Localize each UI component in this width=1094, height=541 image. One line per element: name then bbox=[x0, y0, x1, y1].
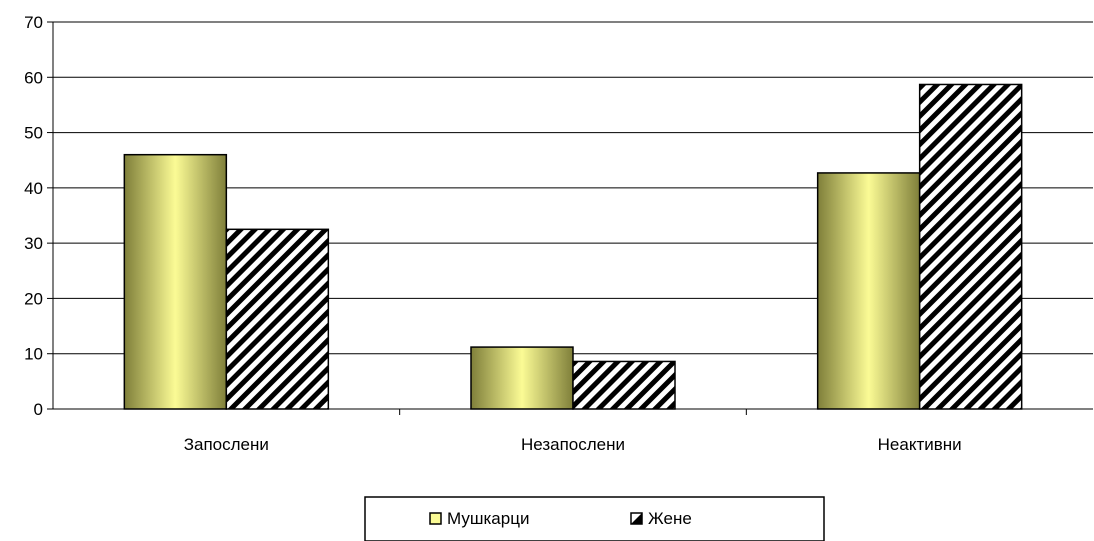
y-tick-label: 0 bbox=[34, 400, 43, 419]
legend-swatch-men bbox=[429, 512, 442, 525]
y-tick-label: 60 bbox=[24, 68, 43, 87]
bar-men-0 bbox=[123, 153, 228, 410]
y-tick-label: 20 bbox=[24, 289, 43, 308]
bar-women-2 bbox=[918, 83, 1023, 410]
x-category-label: Незапослени bbox=[521, 435, 625, 454]
legend-swatch-hatch-mark bbox=[631, 513, 642, 524]
bar-men-1 bbox=[470, 346, 574, 410]
y-tick-label: 10 bbox=[24, 345, 43, 364]
y-tick-label: 30 bbox=[24, 234, 43, 253]
y-tick-label: 40 bbox=[24, 179, 43, 198]
x-category-label: Неактивни bbox=[878, 435, 962, 454]
legend-label: Жене bbox=[648, 509, 692, 528]
legend: Мушкарци Жене bbox=[364, 496, 825, 541]
legend-label: Мушкарци bbox=[447, 509, 529, 528]
axes bbox=[47, 21, 1093, 415]
axis-labels: 0 10 20 30 40 50 60 70 Запослени Незапослени Неакт… bbox=[24, 13, 962, 454]
bar-men-2 bbox=[816, 172, 921, 410]
x-category-label: Запослени bbox=[184, 435, 269, 454]
y-tick-label: 50 bbox=[24, 124, 43, 143]
bars bbox=[123, 83, 1023, 410]
y-tick-label: 70 bbox=[24, 13, 43, 32]
bar-women-0 bbox=[225, 228, 330, 410]
bar-women-1 bbox=[572, 360, 676, 410]
